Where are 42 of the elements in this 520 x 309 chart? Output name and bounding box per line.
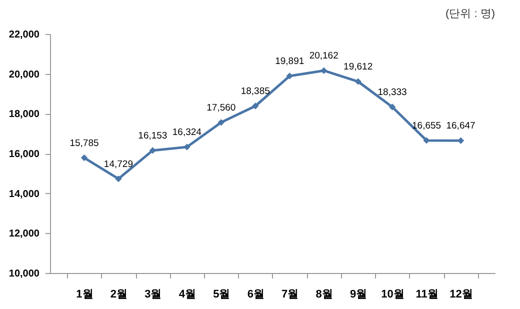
data-label: 16,153 — [138, 130, 168, 142]
x-tick-label: 12월 — [450, 288, 473, 300]
x-tick-label: 10월 — [381, 288, 404, 300]
data-label: 14,729 — [104, 158, 133, 170]
y-tick-label: 22,000 — [8, 30, 40, 40]
y-tick-label: 12,000 — [8, 228, 40, 240]
y-tick-label: 18,000 — [8, 109, 40, 120]
data-label: 16,647 — [446, 120, 476, 132]
point — [115, 175, 122, 182]
data-label: 15,785 — [70, 138, 99, 149]
point — [218, 119, 225, 126]
x-tick-label: 5월 — [213, 288, 230, 300]
data-label: 16,324 — [172, 127, 202, 138]
x-tick-label: 11월 — [416, 288, 438, 300]
y-tick-label: 10,000 — [8, 268, 40, 280]
x-tick-label: 7월 — [282, 288, 299, 300]
data-label: 20,162 — [309, 50, 338, 62]
data-label: 16,655 — [412, 120, 442, 132]
x-tick-label: 6월 — [247, 288, 264, 300]
point — [252, 102, 259, 110]
point — [184, 144, 190, 150]
point — [320, 67, 328, 74]
data-label: 19,612 — [344, 62, 373, 73]
point — [286, 72, 293, 80]
point — [354, 78, 362, 85]
x-tick-label: 4월 — [178, 288, 196, 300]
x-tick-label: 3월 — [144, 288, 162, 300]
x-tick-label: 2월 — [110, 288, 128, 300]
x-tick-label: 9월 — [350, 288, 368, 300]
data-label: 19,891 — [275, 56, 304, 68]
point — [423, 137, 430, 144]
point — [80, 154, 88, 162]
text: (단위 : 명) — [446, 8, 495, 20]
point — [388, 104, 396, 110]
data-label: 17,560 — [206, 102, 236, 114]
x-tick-label: 1월 — [76, 288, 94, 300]
data-label: 18,333 — [378, 87, 407, 98]
data-label: 18,385 — [240, 86, 270, 97]
x-tick-label: 8월 — [316, 288, 333, 300]
y-tick-label: 16,000 — [8, 149, 40, 160]
y-tick-label: 20,000 — [8, 69, 40, 80]
y-tick-label: 14,000 — [8, 188, 40, 200]
